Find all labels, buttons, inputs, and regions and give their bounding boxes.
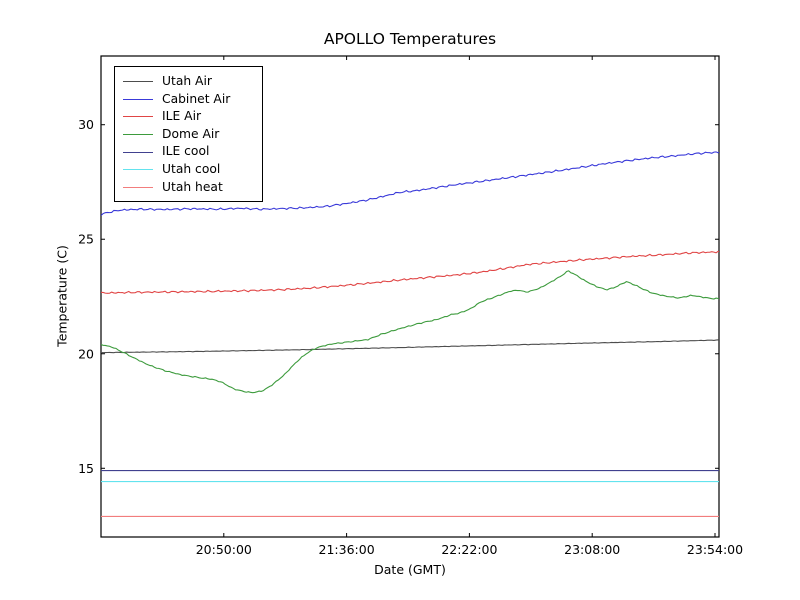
legend-line-swatch [123,134,153,136]
legend-item-utah-heat: Utah heat [123,179,254,197]
x-tick-label: 23:54:00 [687,542,743,557]
legend-item-dome-air: Dome Air [123,126,254,144]
legend-label: Dome Air [162,126,220,141]
legend-line-swatch [123,98,153,100]
legend-label: Utah Air [162,74,212,88]
legend-line-swatch [123,169,153,171]
series-line-utah-air [101,339,719,354]
y-tick-label: 25 [78,232,94,247]
series-line-cabinet-air [101,151,719,216]
legend-label: Utah heat [162,179,223,194]
legend-line-swatch [123,81,153,83]
legend-item-ile-cool: ILE cool [123,143,254,161]
series-line-dome-air [101,270,719,394]
x-tick-label: 23:08:00 [564,542,620,557]
chart-title: APOLLO Temperatures [323,30,497,48]
legend-label: Cabinet Air [162,91,231,106]
legend-line-swatch [123,151,153,153]
x-tick-label: 21:36:00 [319,542,375,557]
x-tick-label: 20:50:00 [196,542,252,557]
legend-line-swatch [123,116,153,118]
legend-line-swatch [123,186,153,188]
legend-item-utah-cool: Utah cool [123,161,254,179]
series-line-ile-air [101,250,719,294]
y-axis-label: Temperature (C) [54,245,70,347]
x-axis-label: Date (GMT) [374,562,446,577]
y-tick-label: 20 [78,346,94,361]
legend: Utah Air Cabinet Air ILE Air Dome Air ILE co… [114,66,263,203]
legend-item-ile-air: ILE Air [123,108,254,126]
x-tick-label: 22:22:00 [441,542,497,557]
legend-label: ILE cool [162,144,210,159]
y-tick-label: 15 [78,461,94,476]
legend-item-utah-air: Utah Air [123,73,254,91]
legend-item-cabinet-air: Cabinet Air [123,91,254,109]
y-tick-label: 30 [78,117,94,132]
plot-frame [100,55,720,538]
legend-label: Utah cool [162,161,221,176]
legend-label: ILE Air [162,109,202,124]
